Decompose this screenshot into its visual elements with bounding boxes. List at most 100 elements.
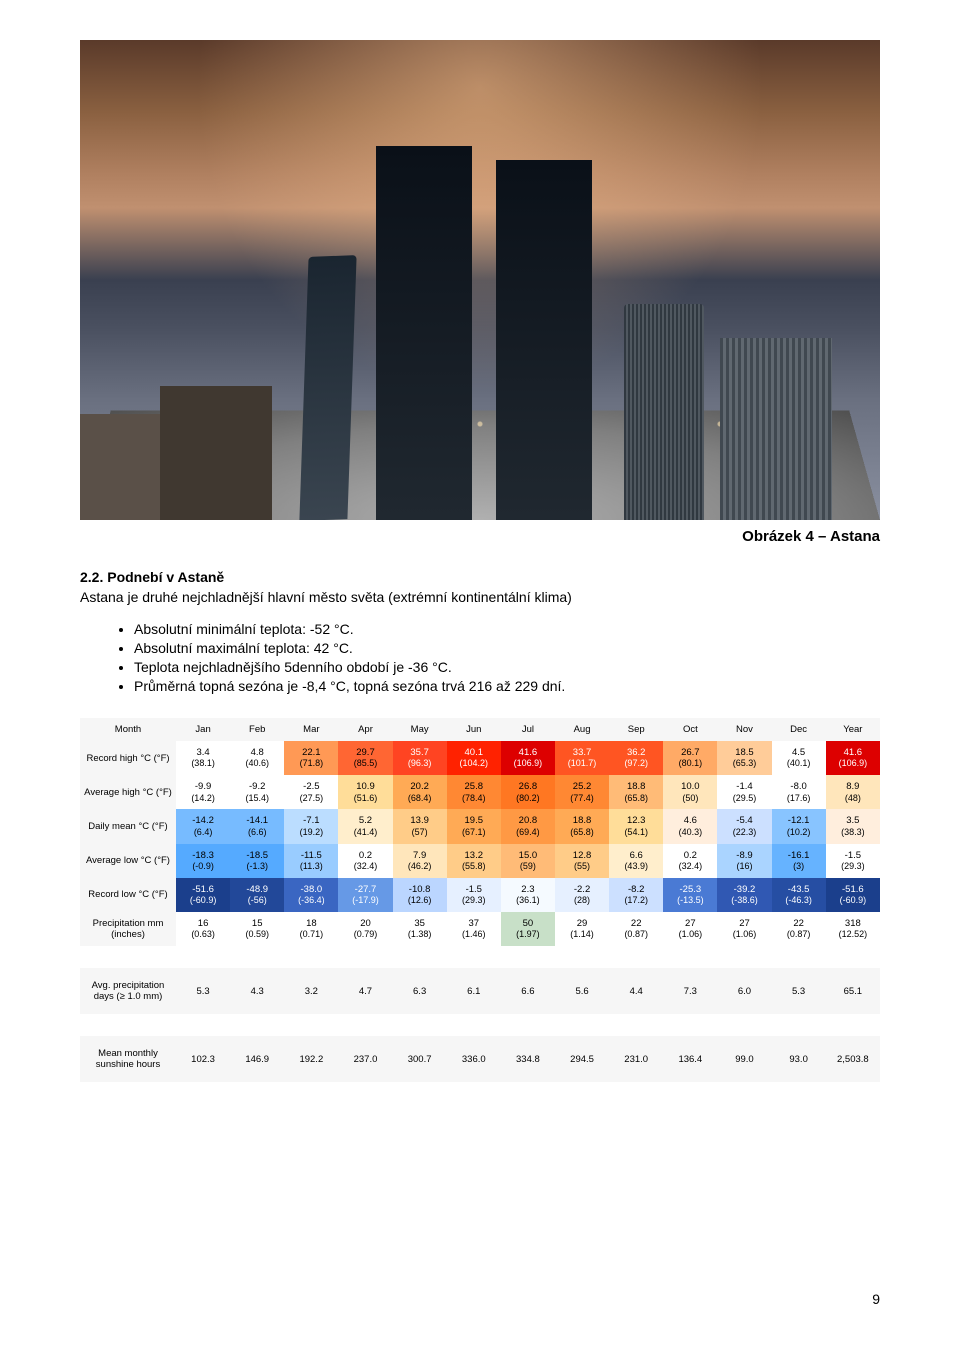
climate-cell: -51.6(-60.9) (826, 878, 880, 912)
climate-cell: -38.0(-36.4) (284, 878, 338, 912)
climate-cell: 18.5(65.3) (717, 741, 771, 775)
climate-cell: 18(0.71) (284, 912, 338, 946)
col-header: May (393, 718, 447, 741)
climate-cell: -7.1(19.2) (284, 809, 338, 843)
climate-cell: -9.2(15.4) (230, 775, 284, 809)
climate-cell: 93.0 (772, 1036, 826, 1082)
climate-cell: 33.7(101.7) (555, 741, 609, 775)
climate-cell: 5.3 (176, 968, 230, 1014)
climate-cell: 50(1.97) (501, 912, 555, 946)
climate-cell: 25.2(77.4) (555, 775, 609, 809)
climate-cell: -5.4(22.3) (717, 809, 771, 843)
climate-cell: 2.3(36.1) (501, 878, 555, 912)
climate-cell: 5.6 (555, 968, 609, 1014)
climate-cell: 4.8(40.6) (230, 741, 284, 775)
row-label: Record low °C (°F) (80, 878, 176, 912)
climate-cell: 12.3(54.1) (609, 809, 663, 843)
col-header: Oct (663, 718, 717, 741)
climate-cell: 10.9(51.6) (338, 775, 392, 809)
climate-cell: -25.3(-13.5) (663, 878, 717, 912)
climate-cell: 13.2(55.8) (447, 844, 501, 878)
section-body: Astana je druhé nejchladnější hlavní měs… (80, 589, 880, 605)
climate-cell: 146.9 (230, 1036, 284, 1082)
climate-cell: 0.2(32.4) (338, 844, 392, 878)
climate-cell: 20.2(68.4) (393, 775, 447, 809)
col-header: Aug (555, 718, 609, 741)
climate-cell: 336.0 (447, 1036, 501, 1082)
climate-cell: 26.7(80.1) (663, 741, 717, 775)
row-label: Average low °C (°F) (80, 844, 176, 878)
climate-cell: 16(0.63) (176, 912, 230, 946)
climate-cell: 6.1 (447, 968, 501, 1014)
climate-cell: 20(0.79) (338, 912, 392, 946)
climate-cell: 22(0.87) (772, 912, 826, 946)
climate-cell: 6.0 (717, 968, 771, 1014)
climate-cell: 4.6(40.3) (663, 809, 717, 843)
climate-cell: 7.3 (663, 968, 717, 1014)
row-label: Mean monthly sunshine hours (80, 1036, 176, 1082)
climate-cell: 12.8(55) (555, 844, 609, 878)
section-heading: 2.2. Podnebí v Astaně (80, 569, 880, 585)
figure-astana-photo (80, 40, 880, 520)
climate-cell: 4.4 (609, 968, 663, 1014)
climate-cell: 99.0 (717, 1036, 771, 1082)
climate-cell: 15(0.59) (230, 912, 284, 946)
climate-cell: 6.6(43.9) (609, 844, 663, 878)
climate-cell: 13.9(57) (393, 809, 447, 843)
climate-cell: 4.3 (230, 968, 284, 1014)
col-header: Jul (501, 718, 555, 741)
climate-cell: 3.5(38.3) (826, 809, 880, 843)
climate-cell: 237.0 (338, 1036, 392, 1082)
col-header: Dec (772, 718, 826, 741)
row-label: Daily mean °C (°F) (80, 809, 176, 843)
climate-cell: 22.1(71.8) (284, 741, 338, 775)
climate-cell: 29(1.14) (555, 912, 609, 946)
bullet-item: Absolutní minimální teplota: -52 °C. (134, 621, 880, 637)
climate-cell: -10.8(12.6) (393, 878, 447, 912)
climate-cell: 37(1.46) (447, 912, 501, 946)
col-header: Year (826, 718, 880, 741)
climate-cell: -51.6(-60.9) (176, 878, 230, 912)
climate-cell: 35(1.38) (393, 912, 447, 946)
climate-cell: -1.4(29.5) (717, 775, 771, 809)
climate-cell: -16.1(3) (772, 844, 826, 878)
climate-cell: 0.2(32.4) (663, 844, 717, 878)
climate-cell: -27.7(-17.9) (338, 878, 392, 912)
climate-cell: 65.1 (826, 968, 880, 1014)
climate-cell: 40.1(104.2) (447, 741, 501, 775)
climate-cell: 2,503.8 (826, 1036, 880, 1082)
climate-cell: -12.1(10.2) (772, 809, 826, 843)
climate-cell: -39.2(-38.6) (717, 878, 771, 912)
climate-cell: -14.2(6.4) (176, 809, 230, 843)
climate-cell: -11.5(11.3) (284, 844, 338, 878)
climate-cell: -48.9(-56) (230, 878, 284, 912)
climate-cell: 6.3 (393, 968, 447, 1014)
col-header: Apr (338, 718, 392, 741)
climate-cell: 41.6(106.9) (501, 741, 555, 775)
climate-cell: -1.5(29.3) (447, 878, 501, 912)
climate-cell: -2.5(27.5) (284, 775, 338, 809)
climate-cell: -14.1(6.6) (230, 809, 284, 843)
climate-cell: 4.5(40.1) (772, 741, 826, 775)
climate-cell: 8.9(48) (826, 775, 880, 809)
climate-cell: -2.2(28) (555, 878, 609, 912)
col-header: Sep (609, 718, 663, 741)
bullet-item: Průměrná topná sezóna je -8,4 °C, topná … (134, 678, 880, 694)
climate-cell: 3.2 (284, 968, 338, 1014)
climate-cell: 18.8(65.8) (555, 809, 609, 843)
climate-cell: 5.2(41.4) (338, 809, 392, 843)
col-header: Nov (717, 718, 771, 741)
climate-cell: 3.4(38.1) (176, 741, 230, 775)
figure-caption: Obrázek 4 – Astana (80, 528, 880, 545)
climate-cell: 29.7(85.5) (338, 741, 392, 775)
climate-cell: -18.3(-0.9) (176, 844, 230, 878)
climate-cell: -8.2(17.2) (609, 878, 663, 912)
climate-cell: 4.7 (338, 968, 392, 1014)
climate-cell: 18.8(65.8) (609, 775, 663, 809)
climate-cell: -18.5(-1.3) (230, 844, 284, 878)
col-header: Jun (447, 718, 501, 741)
climate-cell: 294.5 (555, 1036, 609, 1082)
climate-cell: 22(0.87) (609, 912, 663, 946)
row-label: Record high °C (°F) (80, 741, 176, 775)
climate-cell: 26.8(80.2) (501, 775, 555, 809)
